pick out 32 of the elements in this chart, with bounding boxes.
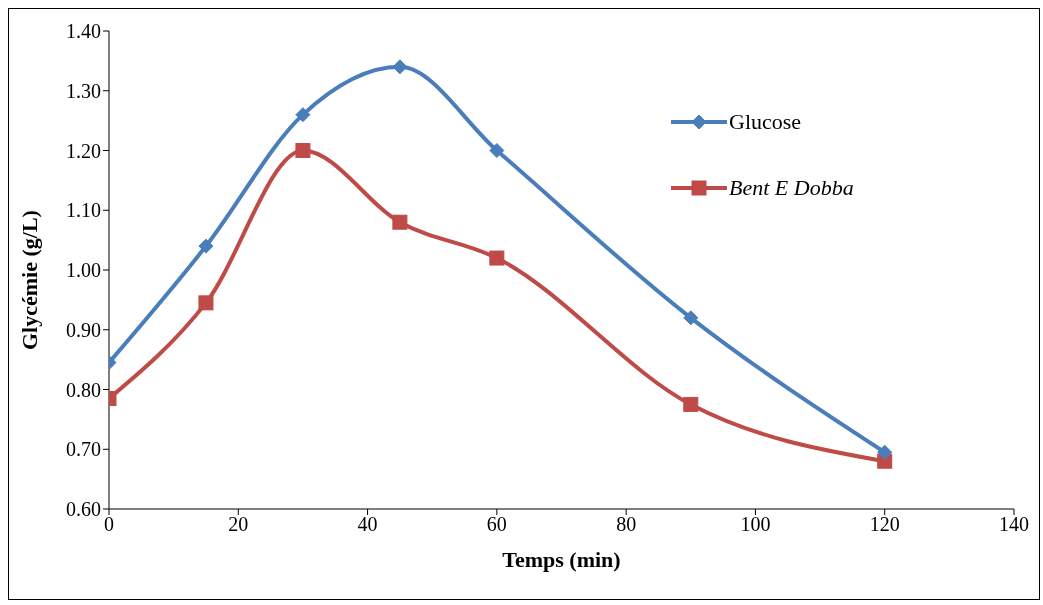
point: [295, 143, 311, 158]
y-tick-label: 1.40: [66, 20, 101, 43]
point: [392, 214, 408, 230]
point: [489, 143, 505, 158]
point: [683, 396, 699, 412]
y-tick-label: 0.60: [66, 498, 101, 521]
y-tick-label: 1.30: [66, 79, 101, 102]
y-tick-label: 1.10: [66, 199, 101, 222]
point: [683, 310, 699, 326]
y-tick-label: 1.00: [66, 259, 101, 282]
x-tick-label: 80: [616, 513, 637, 536]
point: [198, 238, 214, 254]
point: [198, 295, 214, 311]
point: [489, 250, 505, 266]
y-tick-label: 0.80: [66, 378, 101, 401]
x-tick-label: 120: [869, 513, 900, 536]
x-tick-label: 0: [104, 513, 114, 536]
x-axis-title: Temps (min): [502, 547, 621, 572]
x-tick-label: 100: [740, 513, 771, 536]
y-tick-label: 0.70: [66, 438, 101, 461]
point: [295, 107, 311, 123]
point: [392, 59, 408, 75]
legend-label: Bent E Dobba: [729, 175, 854, 201]
legend-label: Glucose: [729, 109, 802, 135]
y-tick-label: 0.90: [66, 318, 101, 341]
y-axis-title: Glycémie (g/L): [16, 210, 42, 350]
x-tick-label: 40: [357, 513, 378, 536]
x-tick-label: 20: [228, 513, 249, 536]
x-tick-label: 140: [999, 513, 1029, 536]
y-tick-label: 1.20: [66, 139, 101, 162]
x-tick-label: 60: [486, 513, 507, 536]
point: [877, 444, 893, 460]
